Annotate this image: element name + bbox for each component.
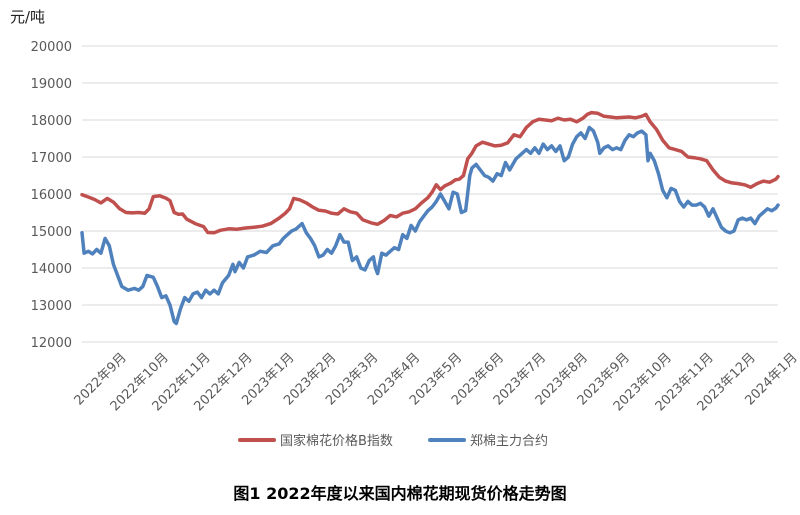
y-axis-tick-labels: 12000 13000 14000 15000 16000 17000 18000 19000… xyxy=(31,40,72,351)
figure-caption: 图1 2022年度以来国内棉花期现货价格走势图 xyxy=(233,484,567,503)
y-tick-label: 16000 xyxy=(31,188,72,203)
y-tick-label: 18000 xyxy=(31,114,72,129)
series-line xyxy=(80,125,780,326)
y-axis-unit-label: 元/吨 xyxy=(10,8,46,26)
legend-label: 国家棉花价格B指数 xyxy=(280,433,393,449)
legend: 国家棉花价格B指数 郑棉主力合约 xyxy=(238,433,548,449)
y-tick-label: 19000 xyxy=(31,77,72,92)
y-tick-label: 14000 xyxy=(31,262,72,277)
y-tick-label: 13000 xyxy=(31,299,72,314)
y-tick-label: 15000 xyxy=(31,225,72,240)
y-tick-label: 20000 xyxy=(31,40,72,55)
series-lines xyxy=(80,110,780,326)
y-tick-label: 12000 xyxy=(31,336,72,351)
series-line xyxy=(80,110,780,235)
y-tick-label: 17000 xyxy=(31,151,72,166)
x-axis-tick-labels: 2022年9月2022年10月2022年11月2022年12月2023年1月20… xyxy=(72,350,800,414)
legend-label: 郑棉主力合约 xyxy=(470,434,548,449)
line-chart: 12000 13000 14000 15000 16000 17000 18000 19000… xyxy=(31,40,800,449)
